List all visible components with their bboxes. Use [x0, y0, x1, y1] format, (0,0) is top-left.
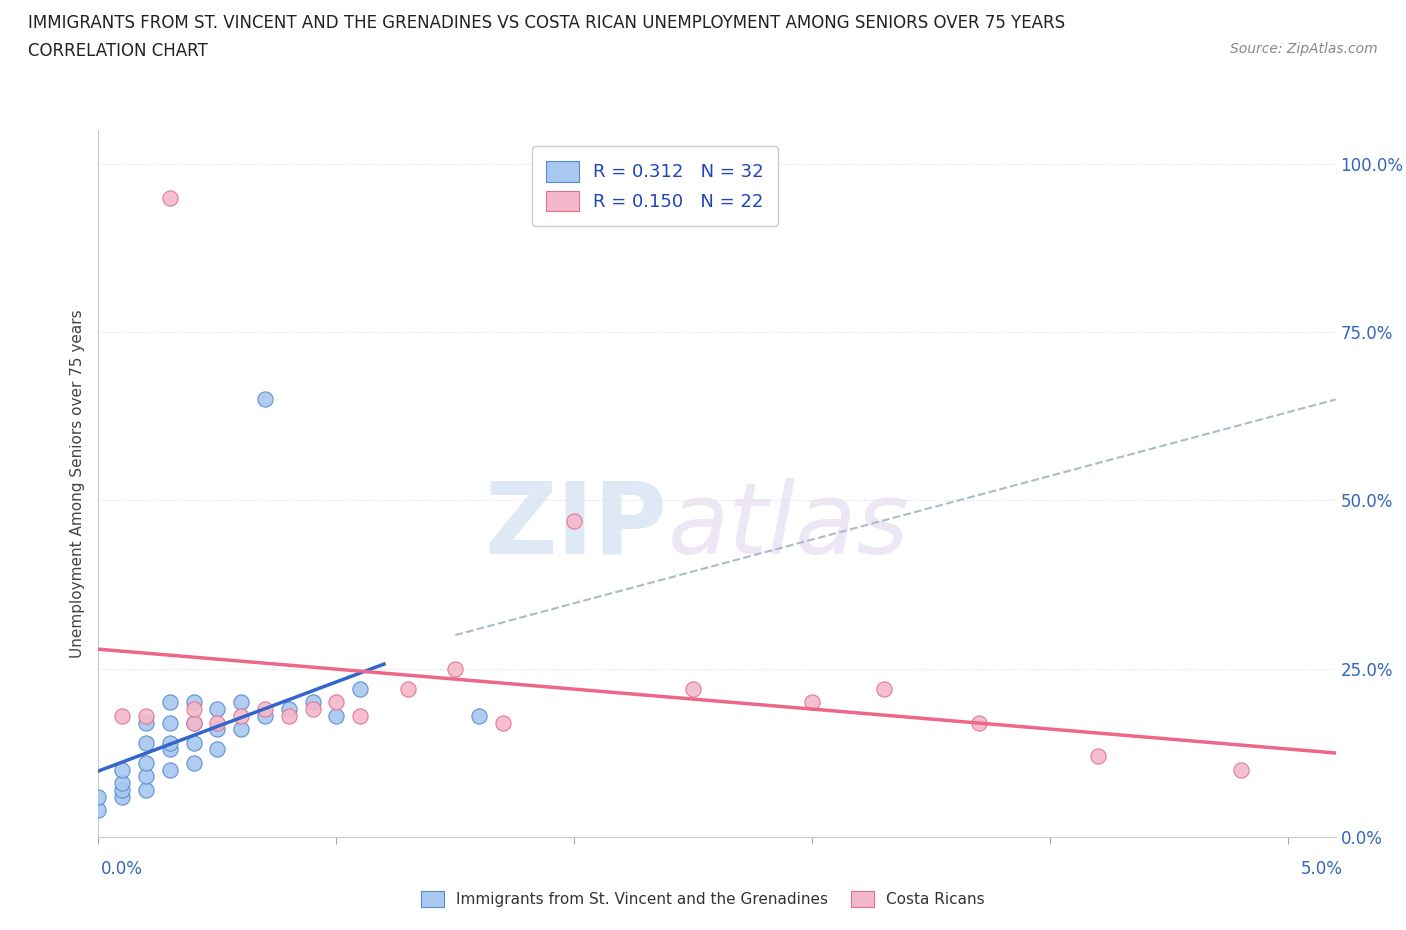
Point — [135, 709, 157, 724]
Point — [444, 661, 467, 676]
Point — [1229, 763, 1251, 777]
Point — [231, 709, 253, 724]
Point — [159, 742, 181, 757]
Text: atlas: atlas — [668, 477, 910, 575]
Point — [183, 695, 205, 710]
Point — [183, 701, 205, 716]
Point — [801, 695, 824, 710]
Point — [87, 803, 110, 817]
Legend: Immigrants from St. Vincent and the Grenadines, Costa Ricans: Immigrants from St. Vincent and the Gren… — [415, 884, 991, 913]
Point — [111, 709, 134, 724]
Point — [301, 695, 323, 710]
Point — [1087, 749, 1109, 764]
Point — [349, 682, 371, 697]
Point — [349, 709, 371, 724]
Point — [325, 695, 347, 710]
Point — [135, 782, 157, 797]
Legend: R = 0.312   N = 32, R = 0.150   N = 22: R = 0.312 N = 32, R = 0.150 N = 22 — [531, 146, 779, 226]
Text: Source: ZipAtlas.com: Source: ZipAtlas.com — [1230, 42, 1378, 56]
Point — [277, 701, 299, 716]
Point — [111, 763, 134, 777]
Point — [325, 709, 347, 724]
Point — [231, 695, 253, 710]
Point — [253, 701, 276, 716]
Point — [159, 695, 181, 710]
Point — [183, 755, 205, 770]
Point — [396, 682, 419, 697]
Point — [159, 190, 181, 205]
Point — [183, 715, 205, 730]
Point — [277, 709, 299, 724]
Point — [872, 682, 894, 697]
Point — [135, 736, 157, 751]
Point — [253, 709, 276, 724]
Point — [492, 715, 515, 730]
Point — [111, 790, 134, 804]
Text: ZIP: ZIP — [485, 477, 668, 575]
Point — [87, 790, 110, 804]
Point — [159, 736, 181, 751]
Point — [135, 769, 157, 784]
Point — [682, 682, 704, 697]
Text: CORRELATION CHART: CORRELATION CHART — [28, 42, 208, 60]
Point — [207, 715, 229, 730]
Point — [253, 392, 276, 407]
Y-axis label: Unemployment Among Seniors over 75 years: Unemployment Among Seniors over 75 years — [69, 310, 84, 658]
Point — [207, 701, 229, 716]
Point — [562, 513, 585, 528]
Point — [159, 763, 181, 777]
Point — [111, 782, 134, 797]
Point — [135, 715, 157, 730]
Text: 5.0%: 5.0% — [1301, 860, 1343, 878]
Point — [183, 715, 205, 730]
Point — [183, 736, 205, 751]
Point — [135, 755, 157, 770]
Point — [207, 742, 229, 757]
Point — [468, 709, 491, 724]
Point — [231, 722, 253, 737]
Point — [111, 776, 134, 790]
Text: IMMIGRANTS FROM ST. VINCENT AND THE GRENADINES VS COSTA RICAN UNEMPLOYMENT AMONG: IMMIGRANTS FROM ST. VINCENT AND THE GREN… — [28, 14, 1066, 32]
Point — [207, 722, 229, 737]
Point — [967, 715, 990, 730]
Point — [301, 701, 323, 716]
Point — [159, 715, 181, 730]
Text: 0.0%: 0.0% — [101, 860, 143, 878]
